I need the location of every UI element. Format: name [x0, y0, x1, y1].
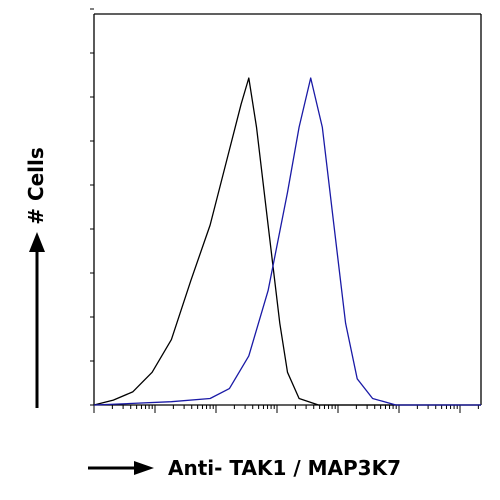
series-line-2 — [93, 77, 481, 406]
x-tick-marks — [93, 405, 479, 413]
x-axis-arrow — [88, 461, 154, 475]
x-axis-label: Anti- TAK1 / MAP3K7 — [168, 456, 401, 480]
plot-frame — [93, 13, 482, 406]
series-line-1 — [93, 77, 481, 406]
y-axis-arrow — [29, 232, 45, 408]
y-axis-label: # Cells — [24, 147, 48, 225]
series-layer — [93, 77, 481, 406]
y-tick-marks — [90, 8, 94, 406]
